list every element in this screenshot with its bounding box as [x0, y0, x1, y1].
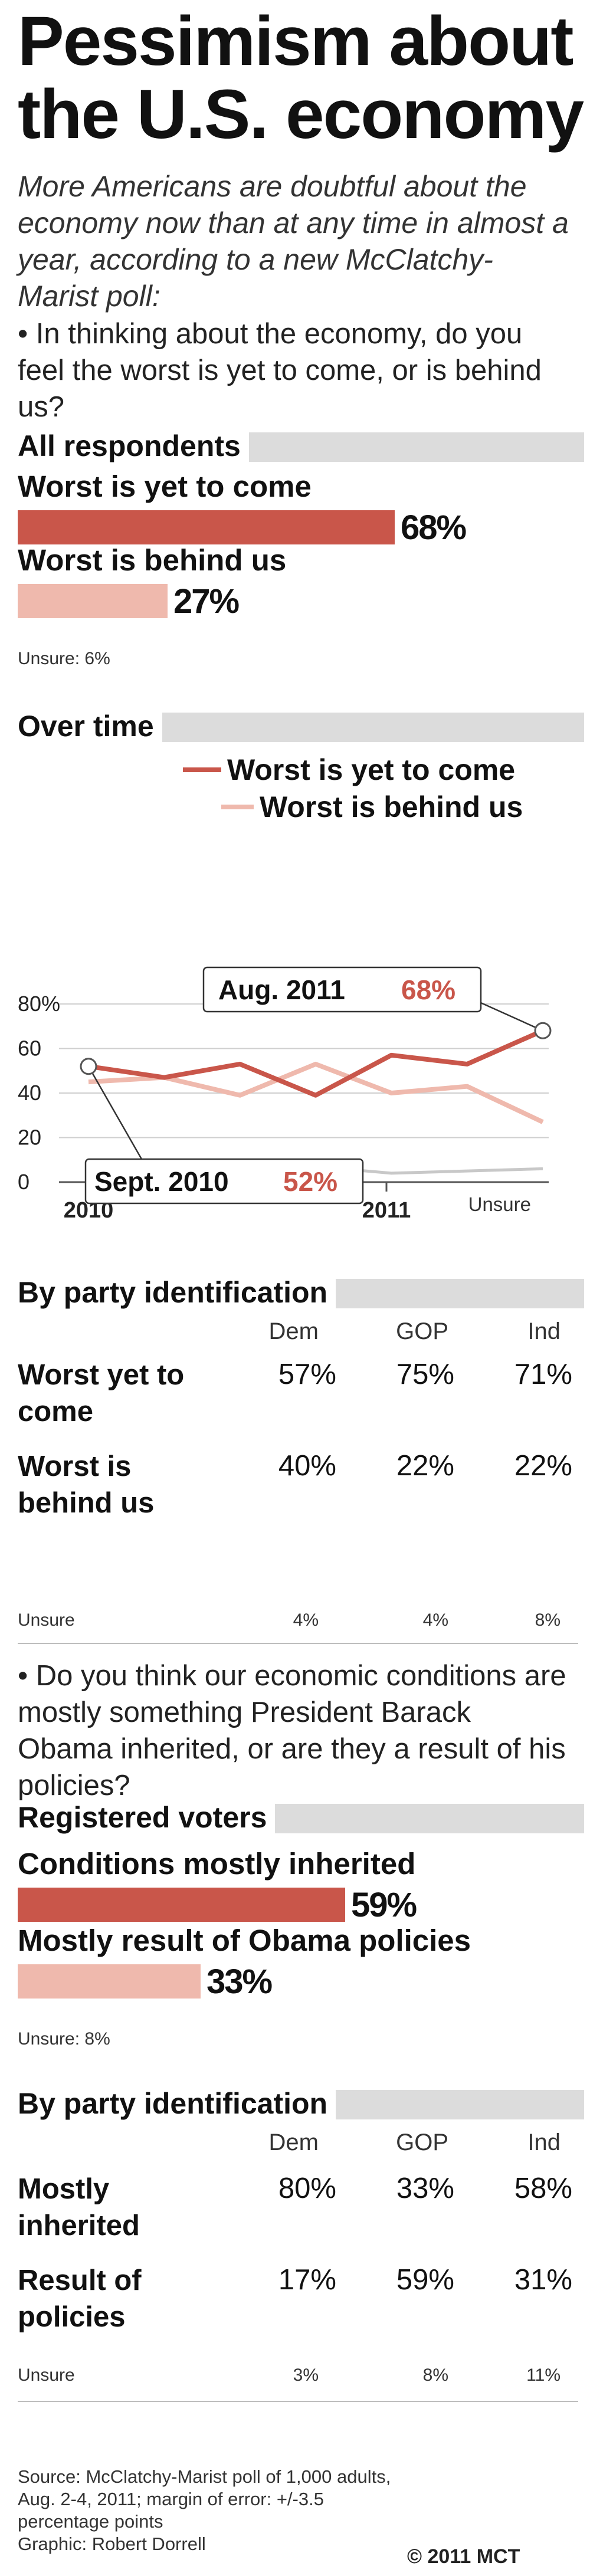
annotation-sep-leader	[87, 1066, 143, 1160]
cell-gop-inherited: 33%	[396, 2173, 454, 2204]
col-header-dem: Dem	[268, 1318, 319, 1344]
bar-policies	[18, 1964, 201, 1999]
cell-ind-behind: 22%	[514, 1450, 572, 1482]
section-registered: Registered voters	[18, 1799, 584, 1836]
legend-label-behind: Worst is behind us	[260, 790, 523, 823]
graphic-credit: Graphic: Robert Dorrell	[18, 2534, 206, 2554]
value-worst: 68%	[401, 508, 467, 547]
cell-ind-worst: 71%	[514, 1358, 572, 1390]
value-behind: 27%	[173, 582, 240, 621]
policies-label: Mostly result of Obama policies	[18, 1924, 471, 1957]
row-label-policies: Result of policies	[18, 2265, 142, 2333]
cell-dem-policies: 17%	[278, 2264, 336, 2296]
annotation-sep-value: 52%	[283, 1166, 337, 1197]
source-line-1: Source: McClatchy-Marist poll of 1,000 a…	[18, 2466, 391, 2487]
cell-gop-policies: 59%	[396, 2264, 454, 2296]
source-note: Source: McClatchy-Marist poll of 1,000 a…	[18, 2466, 391, 2555]
bar-worst	[18, 510, 395, 544]
cell-gop-worst: 75%	[396, 1358, 454, 1390]
col-header-gop: GOP	[396, 2129, 448, 2155]
intro-text: More Americans are doubtful about the ec…	[18, 170, 569, 313]
cell-gop-behind: 22%	[396, 1450, 454, 1482]
inherited-label: Conditions mostly inherited	[18, 1847, 416, 1881]
series-layer	[88, 1028, 544, 1177]
section-party-2: By party identification	[18, 2085, 584, 2122]
annotation-sep-date: Sept. 2010	[94, 1166, 229, 1197]
annotation-aug-marker	[534, 1022, 552, 1039]
title-line-2: the U.S. economy	[18, 76, 584, 153]
section-title: By party identification	[18, 1275, 336, 1310]
bar-behind	[18, 584, 168, 618]
annotation-aug-leader	[480, 1002, 543, 1032]
row-label-inherited: Mostly inherited	[18, 2173, 140, 2242]
value-inherited: 59%	[351, 1886, 417, 1924]
annotation-sep-box	[84, 1158, 364, 1205]
cell-dem-behind: 40%	[278, 1450, 336, 1482]
copyright: © 2011 MCT	[407, 2545, 520, 2568]
section-title: Registered voters	[18, 1800, 276, 1835]
cell-dem-worst: 57%	[278, 1358, 336, 1390]
section-title: All respondents	[18, 429, 249, 463]
col-header-ind: Ind	[527, 2129, 560, 2155]
section-over-time: Over time	[18, 708, 584, 744]
question-2: • Do you think our economic conditions a…	[18, 1660, 566, 1801]
cell-dem-unsure: 4%	[293, 1610, 319, 1630]
cell-ind-policies: 31%	[514, 2264, 572, 2296]
y-tick-label: 0	[18, 1170, 30, 1194]
y-tick-label: 60	[18, 1036, 41, 1061]
y-tick-label: 80%	[18, 992, 60, 1016]
line-chart: Worst is yet to come Worst is behind us …	[18, 753, 552, 1223]
cell-ind-unsure: 8%	[535, 1610, 560, 1630]
col-header-dem: Dem	[268, 2129, 319, 2155]
divider	[18, 1643, 578, 1644]
y-tick-label: 40	[18, 1081, 41, 1105]
worst-label: Worst is yet to come	[18, 470, 312, 503]
source-line-2: Aug. 2-4, 2011; margin of error: +/-3.5	[18, 2489, 324, 2509]
col-header-gop: GOP	[396, 1318, 448, 1344]
annotation-aug-date: Aug. 2011	[218, 974, 345, 1005]
value-policies: 33%	[206, 1963, 273, 2001]
cell-ind-unsure: 11%	[526, 2365, 560, 2385]
col-header-ind: Ind	[527, 1318, 560, 1344]
source-line-3: percentage points	[18, 2511, 163, 2532]
cell-dem-inherited: 80%	[278, 2173, 336, 2204]
annotation-sep-marker	[80, 1058, 97, 1075]
row-label-worst: Worst yet to come	[18, 1359, 185, 1428]
page-title: Pessimism about the U.S. economy	[18, 2, 584, 153]
annotation-aug-value: 68%	[401, 974, 455, 1005]
series-line-worst	[88, 1028, 544, 1098]
behind-label: Worst is behind us	[18, 543, 287, 577]
legend-label-worst: Worst is yet to come	[227, 753, 515, 786]
title-line-1: Pessimism about	[18, 2, 574, 80]
section-party-1: By party identification	[18, 1274, 584, 1311]
divider	[18, 2401, 578, 2402]
section-all-respondents: All respondents	[18, 428, 584, 464]
question-1: • In thinking about the economy, do you …	[18, 318, 542, 423]
row-label-unsure: Unsure	[18, 1610, 75, 1630]
annotation-aug-box	[202, 966, 482, 1013]
cell-ind-inherited: 58%	[514, 2173, 572, 2204]
cell-gop-unsure: 8%	[422, 2365, 448, 2385]
section-title: Over time	[18, 709, 162, 743]
cell-gop-unsure: 4%	[422, 1610, 448, 1630]
bar-inherited	[18, 1888, 345, 1922]
row-label-unsure: Unsure	[18, 2365, 75, 2385]
unsure-note-2: Unsure: 8%	[18, 2029, 110, 2049]
section-title: By party identification	[18, 2086, 336, 2121]
unsure-note: Unsure: 6%	[18, 649, 110, 668]
cell-dem-unsure: 3%	[293, 2365, 319, 2385]
row-label-behind: Worst is behind us	[18, 1451, 155, 1519]
y-tick-label: 20	[18, 1125, 41, 1150]
x-tick-label: 2011	[362, 1198, 411, 1223]
unsure-series-label: Unsure	[468, 1193, 531, 1215]
